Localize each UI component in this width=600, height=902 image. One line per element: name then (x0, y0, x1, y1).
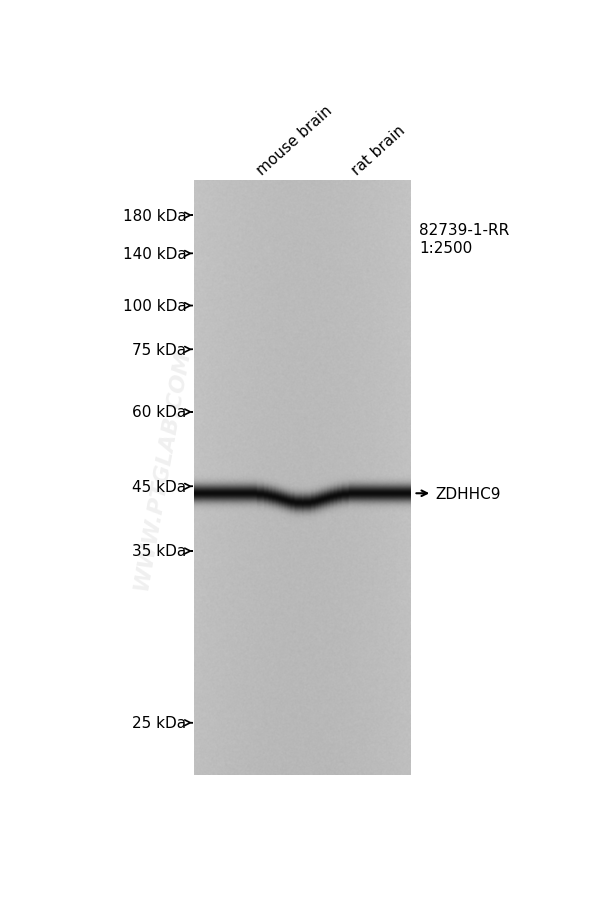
Text: 82739-1-RR: 82739-1-RR (419, 222, 509, 237)
Text: 180 kDa: 180 kDa (123, 208, 187, 224)
Text: 35 kDa: 35 kDa (133, 544, 187, 559)
Text: 45 kDa: 45 kDa (133, 479, 187, 494)
Text: 140 kDa: 140 kDa (123, 246, 187, 262)
Text: 75 kDa: 75 kDa (133, 343, 187, 357)
Text: ZDHHC9: ZDHHC9 (436, 486, 501, 502)
Text: WWW.PTGLAB.COM: WWW.PTGLAB.COM (131, 347, 193, 591)
Text: mouse brain: mouse brain (254, 103, 335, 178)
Text: rat brain: rat brain (349, 123, 409, 178)
Text: 60 kDa: 60 kDa (133, 405, 187, 420)
Text: 100 kDa: 100 kDa (123, 299, 187, 314)
Text: 25 kDa: 25 kDa (133, 715, 187, 731)
Text: 1:2500: 1:2500 (419, 241, 472, 256)
